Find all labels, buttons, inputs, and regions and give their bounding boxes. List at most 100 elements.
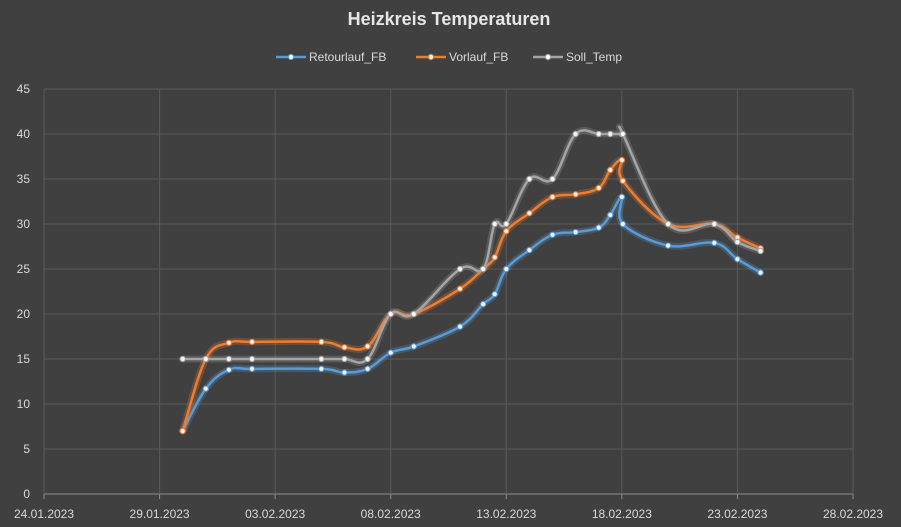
y-tick-label: 25	[17, 262, 31, 276]
data-point	[456, 323, 464, 330]
data-point	[318, 338, 325, 345]
data-point	[549, 175, 556, 183]
data-point	[387, 310, 394, 318]
data-point	[595, 130, 602, 138]
data-point	[526, 247, 533, 254]
y-tick-label: 15	[17, 352, 31, 366]
data-point	[549, 193, 556, 201]
data-point	[619, 220, 626, 228]
series-line	[181, 125, 762, 364]
series-glow	[179, 156, 765, 435]
x-tick-label: 13.02.2023	[476, 507, 536, 521]
x-tick-label: 08.02.2023	[361, 507, 421, 521]
y-tick-label: 40	[17, 127, 31, 141]
data-point	[202, 385, 209, 392]
data-point	[549, 231, 556, 238]
data-point	[364, 355, 371, 363]
data-point	[572, 229, 579, 236]
data-point	[572, 130, 579, 138]
data-point	[248, 338, 256, 345]
data-point	[225, 366, 233, 373]
data-point	[711, 220, 718, 228]
data-point	[491, 254, 498, 261]
y-tick-label: 30	[17, 217, 31, 231]
series-soll-temp	[179, 123, 765, 367]
x-tick-label: 03.02.2023	[245, 507, 305, 521]
data-point	[757, 247, 764, 255]
data-point	[491, 291, 498, 298]
data-point	[456, 265, 464, 273]
data-point	[664, 220, 672, 228]
data-point	[341, 344, 348, 351]
data-point	[711, 239, 718, 246]
y-tick-label: 20	[17, 307, 31, 321]
data-point	[619, 177, 626, 184]
legend-item: Soll_Temp	[533, 50, 622, 64]
data-point	[318, 365, 325, 372]
data-point	[410, 310, 417, 318]
legend-item: Retourlauf_FB	[276, 50, 386, 64]
chart-title: Heizkreis Temperaturen	[348, 9, 551, 29]
data-point	[607, 211, 614, 219]
x-axis: 24.01.2023 29.01.2023 03.02.2023 08.02.2023…	[14, 507, 883, 521]
series-layer	[179, 123, 765, 435]
data-point	[364, 343, 371, 350]
data-point	[572, 191, 579, 198]
data-point	[341, 369, 348, 376]
data-point	[595, 224, 602, 231]
data-point	[734, 256, 741, 263]
data-point	[387, 349, 394, 356]
x-tick-label: 28.02.2023	[823, 507, 883, 521]
legend-marker	[544, 53, 552, 61]
y-tick-label: 35	[17, 172, 31, 186]
data-point	[618, 157, 625, 164]
data-point	[503, 265, 510, 273]
data-point	[318, 355, 325, 363]
y-axis: 0 5 10 15 20 25 30 35 40 45	[17, 82, 31, 501]
data-point	[480, 301, 487, 308]
series-vorlauf-fb	[179, 156, 765, 435]
data-point	[595, 184, 602, 192]
data-point	[248, 355, 256, 363]
x-tick-label: 18.02.2023	[592, 507, 652, 521]
series-retourlauf-fb	[179, 193, 765, 435]
legend-label: Vorlauf_FB	[449, 50, 508, 64]
legend-label: Retourlauf_FB	[309, 50, 386, 64]
chart-legend: Retourlauf_FB Vorlauf_FB Soll_Temp	[276, 50, 622, 64]
x-tick-label: 24.01.2023	[14, 507, 74, 521]
legend-marker	[287, 53, 295, 61]
data-point	[619, 130, 626, 138]
data-point	[364, 365, 371, 372]
data-point	[225, 355, 233, 363]
y-tick-label: 0	[23, 487, 30, 501]
y-tick-label: 45	[17, 82, 31, 96]
data-point	[179, 427, 186, 435]
x-tick-label: 23.02.2023	[707, 507, 767, 521]
data-point	[503, 228, 510, 235]
gridlines	[43, 88, 854, 499]
data-point	[410, 343, 417, 350]
data-point	[456, 285, 464, 292]
legend-item: Vorlauf_FB	[416, 50, 508, 64]
y-tick-label: 10	[17, 397, 31, 411]
data-point	[341, 355, 348, 363]
data-point	[202, 355, 209, 363]
data-point	[491, 220, 498, 228]
data-point	[225, 339, 233, 346]
data-point	[179, 355, 186, 363]
data-point	[607, 166, 614, 174]
data-point	[757, 269, 764, 276]
y-tick-label: 5	[23, 442, 30, 456]
series-line	[181, 158, 762, 433]
data-point	[248, 365, 256, 372]
data-point	[734, 238, 741, 246]
data-point	[526, 175, 533, 183]
data-point	[664, 242, 672, 249]
legend-marker	[427, 53, 435, 61]
data-point	[618, 193, 625, 201]
data-point	[503, 220, 510, 228]
data-point	[607, 130, 614, 138]
x-tick-label: 29.01.2023	[130, 507, 190, 521]
data-point	[526, 210, 533, 217]
